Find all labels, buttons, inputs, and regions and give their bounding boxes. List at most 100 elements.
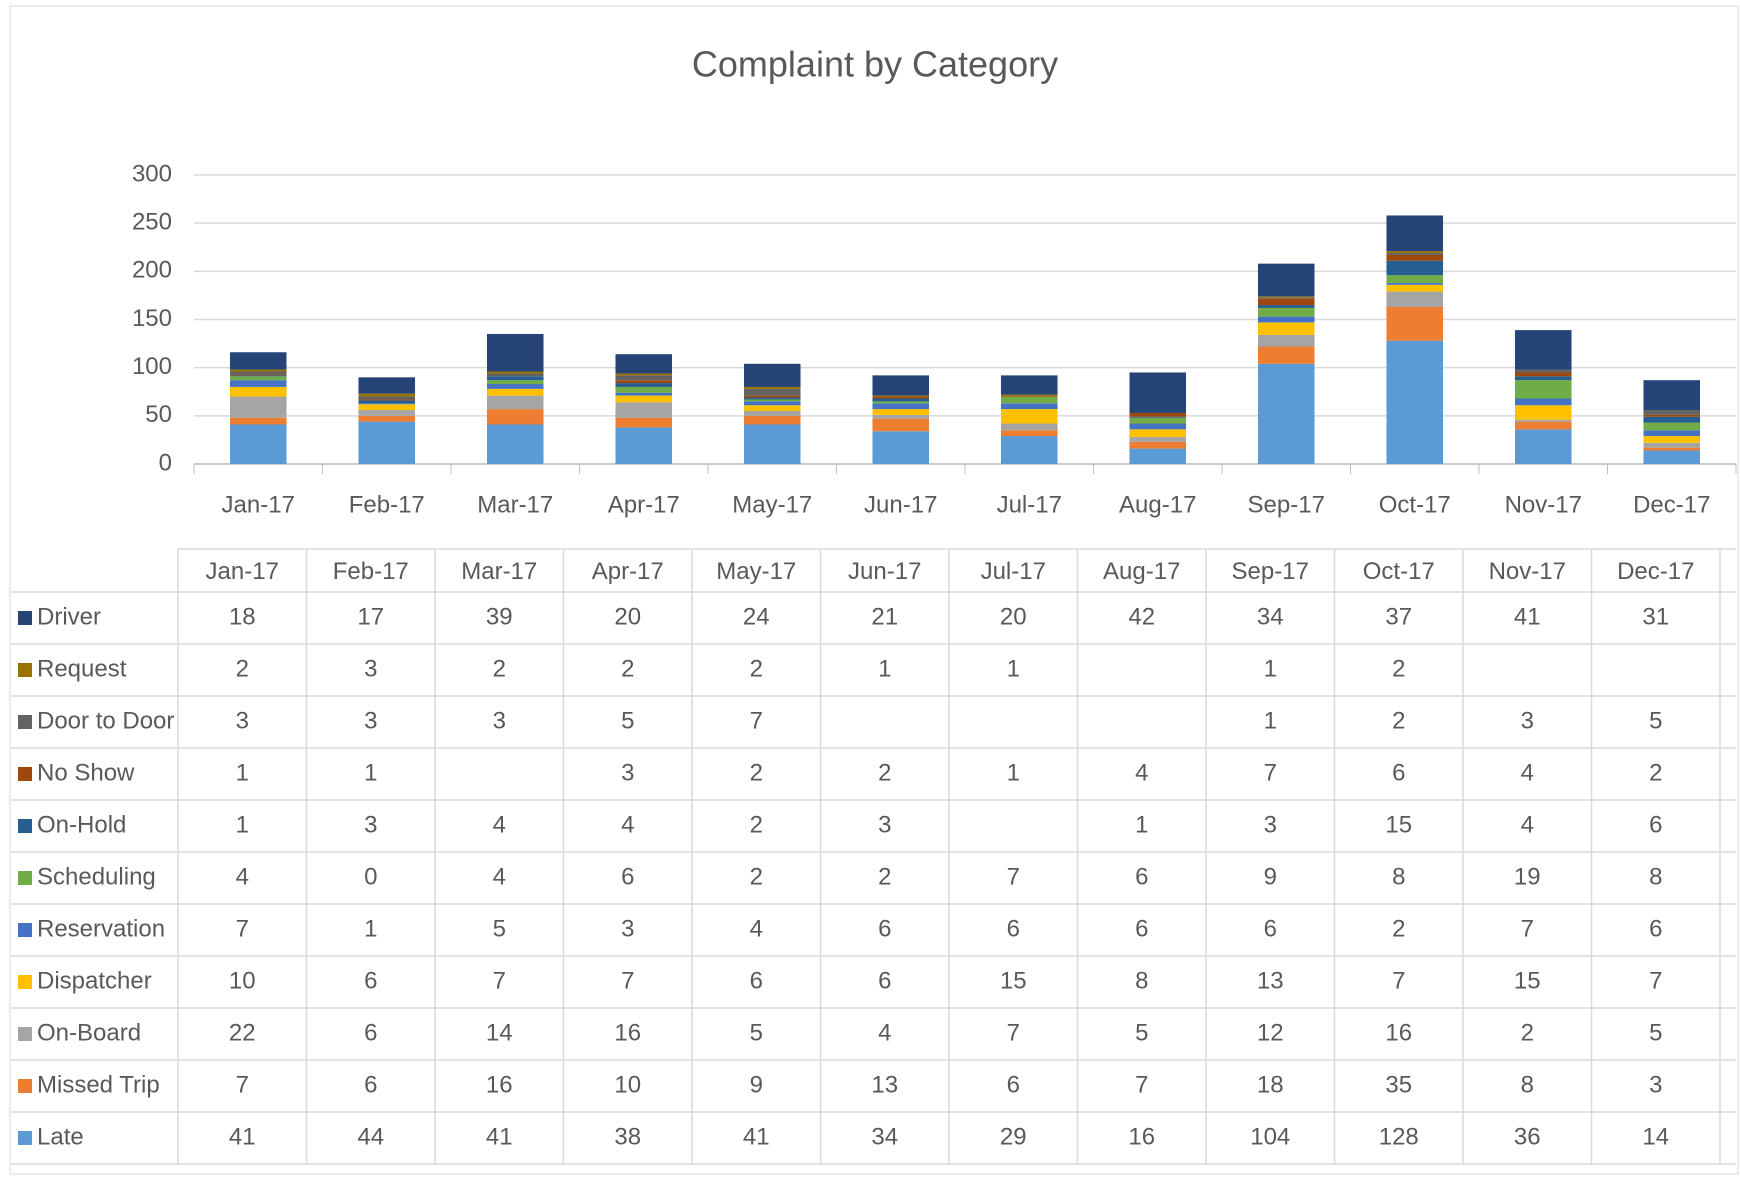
table-cell: 4: [621, 811, 634, 838]
table-cell: 20: [1000, 603, 1027, 630]
bar-segment: [1643, 410, 1701, 415]
table-cell: 1: [1264, 707, 1277, 734]
bar-segment: [1129, 448, 1187, 464]
table-cell: 42: [1128, 603, 1155, 630]
table-cell: 16: [1128, 1123, 1155, 1150]
chart-frame: [9, 5, 1739, 1175]
table-cell: 39: [486, 603, 513, 630]
bar-segment: [1257, 322, 1315, 335]
bar-segment: [1000, 403, 1058, 410]
bar-segment: [1386, 275, 1444, 283]
bar-segment: [1386, 282, 1444, 285]
table-cell: 5: [493, 915, 506, 942]
bar-segment: [1514, 376, 1572, 381]
table-cell: 2: [236, 655, 249, 682]
x-tick-label: Feb-17: [349, 491, 425, 518]
legend-label: On-Hold: [37, 811, 126, 838]
table-cell: 13: [1257, 967, 1284, 994]
table-cell: 41: [743, 1123, 770, 1150]
table-cell: 10: [229, 967, 256, 994]
bar-segment: [743, 363, 801, 387]
table-cell: 7: [236, 1071, 249, 1098]
bar-segment: [229, 374, 287, 376]
bar-segment: [1386, 253, 1444, 255]
legend-label: Dispatcher: [37, 967, 152, 994]
table-cell: 9: [750, 1071, 763, 1098]
bar-segment: [1129, 372, 1187, 413]
bar-segment: [358, 377, 416, 394]
table-cell: 128: [1379, 1123, 1419, 1150]
table-cell: 2: [1392, 915, 1405, 942]
x-tick-label: Dec-17: [1633, 491, 1710, 518]
table-cell: 6: [364, 1071, 377, 1098]
table-cell: 1: [1007, 759, 1020, 786]
bar-segment: [1643, 450, 1701, 464]
bar-segment: [1514, 419, 1572, 422]
table-cell: 1: [236, 811, 249, 838]
table-cell: 18: [1257, 1071, 1284, 1098]
table-cell: 7: [1392, 967, 1405, 994]
table-cell: 2: [1521, 1019, 1534, 1046]
table-cell: 104: [1250, 1123, 1290, 1150]
bar-segment: [743, 395, 801, 398]
table-cell: 15: [1000, 967, 1027, 994]
table-cell: 2: [750, 811, 763, 838]
legend-swatch: [18, 767, 32, 781]
table-cell: 6: [1649, 915, 1662, 942]
table-header: Nov-17: [1489, 558, 1566, 585]
x-tick-label: Nov-17: [1505, 491, 1582, 518]
bar-segment: [1386, 260, 1444, 276]
table-cell: 4: [878, 1019, 891, 1046]
legend-label: Scheduling: [37, 863, 156, 890]
table-cell: 7: [750, 707, 763, 734]
bar-segment: [1129, 416, 1187, 418]
table-cell: 41: [229, 1123, 256, 1150]
table-header: Apr-17: [592, 558, 664, 585]
bar-segment: [1257, 363, 1315, 464]
bar-segment: [1257, 346, 1315, 364]
x-tick-label: Jan-17: [222, 491, 295, 518]
table-cell: 36: [1514, 1123, 1541, 1150]
bar-segment: [1643, 436, 1701, 443]
table-cell: 4: [493, 811, 506, 838]
bar-segment: [486, 373, 544, 377]
table-cell: 6: [1135, 915, 1148, 942]
bar-segment: [229, 375, 287, 377]
bar-segment: [1129, 429, 1187, 438]
bar-segment: [743, 386, 801, 389]
table-cell: 21: [871, 603, 898, 630]
bar-segment: [229, 380, 287, 387]
bar-segment: [358, 415, 416, 422]
table-cell: 6: [1392, 759, 1405, 786]
table-cell: 24: [743, 603, 770, 630]
bar-segment: [1514, 369, 1572, 373]
bar-segment: [743, 405, 801, 412]
bar-segment: [615, 373, 673, 376]
bar-segment: [1514, 330, 1572, 370]
bar-segment: [1000, 430, 1058, 437]
bar-segment: [1257, 305, 1315, 308]
x-tick-label: Aug-17: [1119, 491, 1196, 518]
bar-segment: [872, 375, 930, 396]
table-cell: 5: [750, 1019, 763, 1046]
table-header: Mar-17: [461, 558, 537, 585]
table-cell: 14: [1642, 1123, 1669, 1150]
bar-segment: [1386, 254, 1444, 261]
bar-segment: [1129, 423, 1187, 430]
bar-segment: [615, 383, 673, 387]
bar-segment: [1000, 396, 1058, 404]
table-cell: 7: [236, 915, 249, 942]
bar-segment: [1129, 437, 1187, 442]
table-cell: 1: [1135, 811, 1148, 838]
legend-swatch: [18, 611, 32, 625]
table-cell: 41: [1514, 603, 1541, 630]
table-cell: 2: [878, 863, 891, 890]
bar-segment: [615, 427, 673, 464]
bar-segment: [743, 401, 801, 406]
table-cell: 8: [1135, 967, 1148, 994]
bar-segment: [358, 421, 416, 464]
table-cell: 34: [1257, 603, 1284, 630]
bar-segment: [872, 403, 930, 410]
table-cell: 3: [621, 915, 634, 942]
legend-swatch: [18, 871, 32, 885]
